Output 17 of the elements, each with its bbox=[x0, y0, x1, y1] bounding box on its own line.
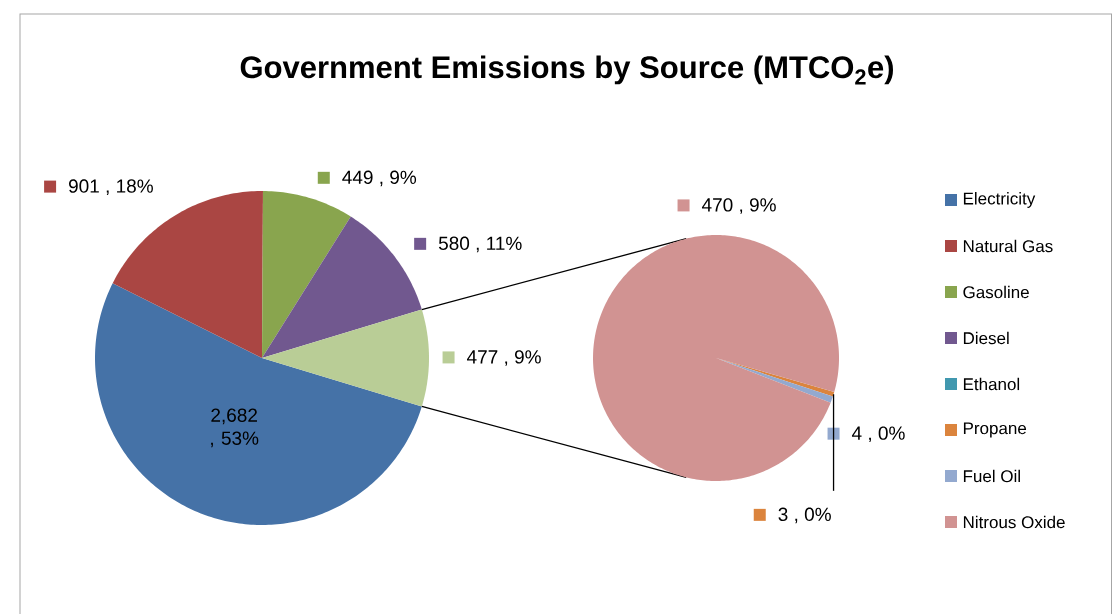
chart-title: Government Emissions by Source (MTCO$_{2}$e) bbox=[240, 55, 893, 85]
data-label: 449 , 9% bbox=[342, 170, 417, 187]
legend-label: Electricity bbox=[963, 192, 1036, 208]
data-label: 470 , 9% bbox=[701, 198, 776, 214]
data-label: 580 , 11% bbox=[438, 236, 522, 253]
legend-label: Propane bbox=[963, 422, 1027, 438]
legend-label: Fuel Oil bbox=[963, 469, 1020, 483]
legend-label: Ethanol bbox=[963, 377, 1020, 391]
data-label: 2,682 , 53% bbox=[211, 408, 259, 448]
legend-label: Gasoline bbox=[963, 285, 1029, 299]
data-label: 901 , 18% bbox=[68, 179, 153, 196]
data-label: 4 , 0% bbox=[851, 426, 905, 443]
data-label: 477 , 9% bbox=[467, 350, 541, 366]
data-label: 3 , 0% bbox=[778, 507, 831, 524]
legend-label: Diesel bbox=[963, 331, 1009, 345]
legend-label: Nitrous Oxide bbox=[963, 515, 1065, 529]
legend-label: Natural Gas bbox=[963, 239, 1053, 253]
